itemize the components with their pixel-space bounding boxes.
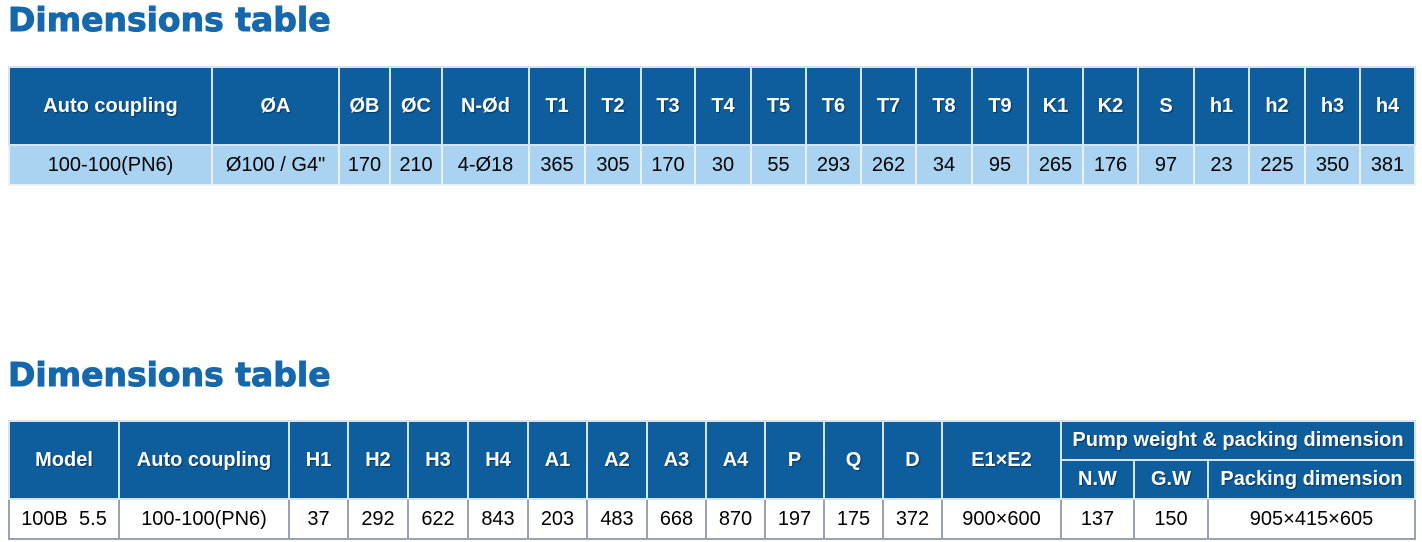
data-cell: 97 — [1137, 144, 1195, 186]
section-title: Dimensions table — [8, 355, 332, 395]
header-cell: Packing dimension — [1206, 459, 1417, 500]
data-cell: 176 — [1082, 144, 1139, 186]
data-cell: 372 — [882, 498, 943, 540]
data-cell: 843 — [467, 498, 529, 540]
data-row: 100B 5.5 100-100(PN6) 37 292 622 843 203 483 668… — [8, 498, 1417, 540]
header-cell: K2 — [1082, 66, 1139, 146]
header-cell: D — [882, 420, 943, 500]
data-cell: 34 — [915, 144, 973, 186]
header-cell: E1×E2 — [941, 420, 1062, 500]
header-cell: H1 — [288, 420, 349, 500]
data-cell: 30 — [694, 144, 752, 186]
data-cell: 170 — [338, 144, 391, 186]
data-cell: 870 — [705, 498, 766, 540]
header-cell: ØC — [389, 66, 443, 146]
data-cell: 137 — [1060, 498, 1135, 540]
data-cell: 55 — [750, 144, 807, 186]
data-row: 100-100(PN6) Ø100 / G4" 170 210 4-Ø18 365 305 1… — [8, 144, 1416, 186]
data-cell: 23 — [1193, 144, 1250, 186]
header-cell: G.W — [1133, 459, 1209, 500]
header-cell: T6 — [805, 66, 862, 146]
data-cell: 305 — [584, 144, 642, 186]
data-cell: 905×415×605 — [1206, 498, 1417, 540]
data-cell: 4-Ø18 — [441, 144, 530, 186]
data-cell: 150 — [1133, 498, 1209, 540]
header-cell: T5 — [750, 66, 807, 146]
section-title: Dimensions table — [8, 0, 332, 40]
header-cell: h2 — [1248, 66, 1306, 146]
header-cell: H4 — [467, 420, 529, 500]
header-row: Auto coupling ØA ØB ØC N-Ød T1 T2 T3 T4 T5 T6 T7 T8 T… — [8, 66, 1416, 146]
header-cell: A1 — [527, 420, 588, 500]
data-cell: 100-100(PN6) — [8, 144, 213, 186]
header-cell: S — [1137, 66, 1195, 146]
header-cell: Auto coupling — [118, 420, 290, 500]
data-cell: 265 — [1027, 144, 1084, 186]
header-cell: T2 — [584, 66, 642, 146]
header-cell: h4 — [1359, 66, 1416, 146]
header-row: N.W G.W Packing dimension — [9, 459, 1417, 500]
header-cell: ØB — [338, 66, 391, 146]
header-cell: T7 — [860, 66, 917, 146]
header-cell: P — [764, 420, 825, 500]
header-cell: N-Ød — [441, 66, 530, 146]
data-cell: 225 — [1248, 144, 1306, 186]
data-cell: 95 — [971, 144, 1029, 186]
header-cell: K1 — [1027, 66, 1084, 146]
data-cell: 365 — [528, 144, 586, 186]
group-header-cell: Pump weight & packing dimension — [1059, 420, 1417, 461]
data-cell: 262 — [860, 144, 917, 186]
header-cell: h3 — [1304, 66, 1361, 146]
data-cell: 293 — [805, 144, 862, 186]
header-cell: A3 — [646, 420, 707, 500]
data-cell: Ø100 / G4" — [211, 144, 340, 186]
header-cell: h1 — [1193, 66, 1250, 146]
data-cell: 175 — [823, 498, 884, 540]
data-cell: 483 — [586, 498, 648, 540]
header-cell: T4 — [694, 66, 752, 146]
header-cell: H3 — [407, 420, 469, 500]
header-cell: ØA — [211, 66, 340, 146]
header-cell: T1 — [528, 66, 586, 146]
header-cell: Q — [823, 420, 884, 500]
dimensions-table: Auto coupling ØA ØB ØC N-Ød T1 T2 T3 T4 T5 T6 T7 T8 T… — [8, 66, 1416, 186]
dimensions-table: Model Auto coupling H1 H2 H3 H4 A1 A2 A3 A4 P Q D E1×… — [8, 420, 1417, 540]
data-cell: 170 — [640, 144, 696, 186]
data-cell: 210 — [389, 144, 443, 186]
header-cell: A4 — [705, 420, 766, 500]
data-cell: 622 — [407, 498, 469, 540]
header-cell: H2 — [347, 420, 409, 500]
data-cell: 350 — [1304, 144, 1361, 186]
data-cell: 668 — [646, 498, 707, 540]
header-cell: T8 — [915, 66, 973, 146]
header-row: Model Auto coupling H1 H2 H3 H4 A1 A2 A3 A4 P Q D E1×… — [8, 420, 1417, 500]
data-cell: 900×600 — [941, 498, 1062, 540]
data-cell: 37 — [288, 498, 349, 540]
data-cell: 197 — [764, 498, 825, 540]
header-cell: N.W — [1060, 459, 1135, 500]
data-cell: 381 — [1359, 144, 1416, 186]
header-cell: Auto coupling — [8, 66, 213, 146]
data-cell: 100B 5.5 — [8, 498, 120, 540]
header-cell: T3 — [640, 66, 696, 146]
header-cell: A2 — [586, 420, 648, 500]
header-cell: T9 — [971, 66, 1029, 146]
data-cell: 100-100(PN6) — [118, 498, 290, 540]
data-cell: 203 — [527, 498, 588, 540]
header-cell: Model — [8, 420, 120, 500]
data-cell: 292 — [347, 498, 409, 540]
